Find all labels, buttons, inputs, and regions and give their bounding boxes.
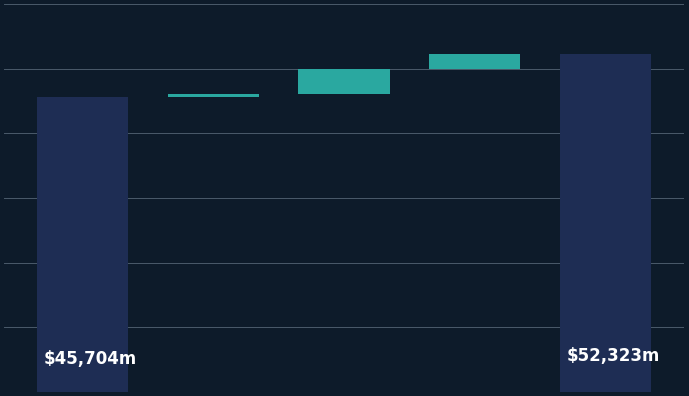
Bar bbox=[37, 97, 128, 392]
Text: $45,704m: $45,704m bbox=[43, 350, 136, 368]
Text: $52,323m: $52,323m bbox=[566, 347, 659, 365]
Bar bbox=[559, 54, 651, 392]
Bar bbox=[298, 69, 390, 93]
Bar bbox=[167, 93, 259, 97]
Bar bbox=[429, 54, 520, 69]
